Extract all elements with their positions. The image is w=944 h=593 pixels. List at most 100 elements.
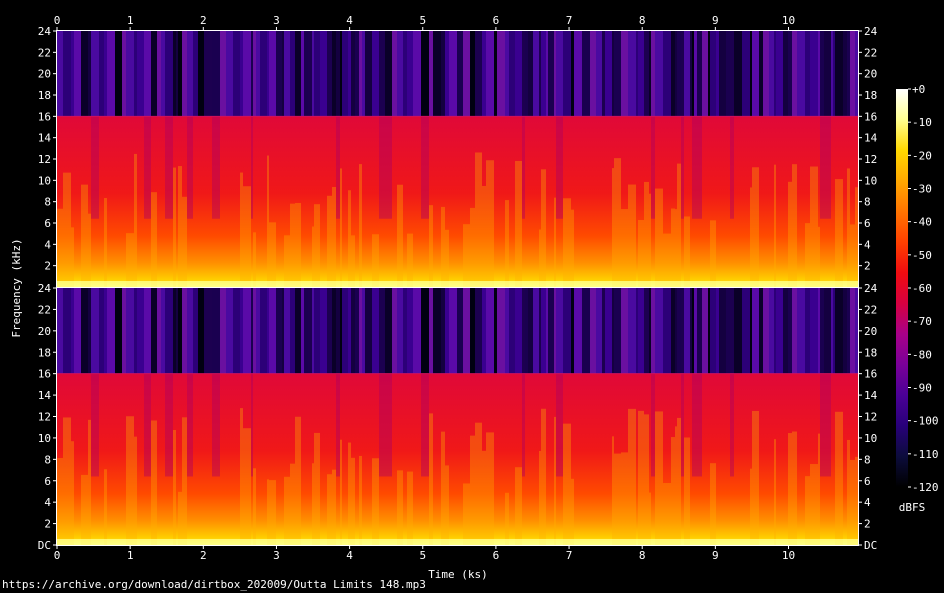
hf-band-strip xyxy=(240,31,243,117)
hf-band-strip xyxy=(482,31,486,117)
y-tick-label: 6 xyxy=(44,475,51,488)
energy-strip xyxy=(359,455,362,545)
y-tick-label-right: DC xyxy=(864,539,877,552)
hf-band-strip xyxy=(362,31,365,117)
hf-band-strip xyxy=(182,31,187,117)
energy-strip xyxy=(327,474,332,545)
hf-band-strip xyxy=(308,31,312,117)
energy-strip xyxy=(774,439,776,545)
hf-band-strip xyxy=(855,288,858,374)
quiet-strip xyxy=(212,116,220,219)
energy-strip xyxy=(675,209,677,287)
energy-strip xyxy=(407,233,413,287)
energy-strip xyxy=(397,184,403,287)
y-tick-label: DC xyxy=(38,539,51,552)
energy-strip xyxy=(810,166,818,287)
energy-strip xyxy=(429,413,433,545)
colorbar-tick-label: -30 xyxy=(912,183,932,196)
hf-band-strip xyxy=(546,31,548,117)
hf-band-strip xyxy=(144,288,151,374)
energy-strip xyxy=(663,233,671,287)
energy-strip xyxy=(847,439,850,545)
energy-strip xyxy=(340,439,342,545)
hf-band-strip xyxy=(267,288,269,374)
hf-band-strip xyxy=(220,288,226,374)
y-tick-label: 16 xyxy=(38,368,51,381)
hf-band-strip xyxy=(774,288,776,374)
hf-band-strip xyxy=(835,288,843,374)
energy-strip xyxy=(81,474,88,545)
hf-band-strip xyxy=(769,31,774,117)
x-tick-label-top: 4 xyxy=(346,14,353,27)
y-tick-label-right: 16 xyxy=(864,110,877,123)
hf-band-strip xyxy=(379,31,385,117)
energy-strip xyxy=(571,478,574,545)
hf-band-strip xyxy=(134,31,137,117)
energy-strip xyxy=(290,463,295,545)
hf-band-strip xyxy=(173,288,176,374)
y-tick-label-right: 14 xyxy=(864,132,878,145)
quiet-strip xyxy=(697,373,702,477)
x-tick-label-top: 7 xyxy=(566,14,573,27)
hf-band-strip xyxy=(497,288,505,374)
hf-band-strip xyxy=(708,31,710,117)
hf-band-strip xyxy=(774,31,776,117)
hf-band-strip xyxy=(533,31,539,117)
hf-band-strip xyxy=(233,288,240,374)
hf-band-strip xyxy=(571,31,574,117)
hf-band-strip xyxy=(407,31,413,117)
hf-band-strip xyxy=(212,31,220,117)
hf-band-strip xyxy=(810,31,818,117)
hf-band-strip xyxy=(824,31,831,117)
energy-strip xyxy=(470,435,475,545)
hf-band-strip xyxy=(137,288,144,374)
y-tick-label: 22 xyxy=(38,46,51,59)
energy-band xyxy=(57,373,858,545)
hf-band-strip xyxy=(636,288,638,374)
energy-strip xyxy=(441,206,445,287)
hf-band-strip xyxy=(726,288,730,374)
hf-band-strip xyxy=(304,288,308,374)
hf-band-strip xyxy=(104,31,107,117)
energy-strip xyxy=(655,411,663,545)
y-tick-label: 2 xyxy=(44,260,51,273)
hf-band-strip xyxy=(651,31,655,117)
y-tick-label-right: 4 xyxy=(864,238,871,251)
energy-strip xyxy=(312,463,314,545)
energy-strip xyxy=(332,186,336,287)
energy-strip xyxy=(348,442,351,545)
hf-band-strip xyxy=(126,288,134,374)
energy-strip xyxy=(638,219,644,287)
hf-band-strip xyxy=(482,288,486,374)
hf-band-strip xyxy=(835,31,843,117)
energy-strip xyxy=(104,197,107,287)
hf-band-strip xyxy=(63,288,71,374)
hf-band-strip xyxy=(797,31,805,117)
y-tick-label-right: 20 xyxy=(864,325,877,338)
energy-strip xyxy=(463,224,470,287)
energy-strip xyxy=(855,187,858,287)
energy-strip xyxy=(63,172,71,287)
hf-band-strip xyxy=(99,288,104,374)
hf-band-strip xyxy=(332,288,336,374)
hf-band-strip xyxy=(243,31,251,117)
hf-band-strip xyxy=(750,288,752,374)
hf-band-strip xyxy=(742,31,750,117)
hf-band-strip xyxy=(463,288,470,374)
hf-band-strip xyxy=(57,31,63,117)
hf-band-strip xyxy=(151,31,157,117)
colorbar-tick-label: -10 xyxy=(912,116,932,129)
hf-band-strip xyxy=(651,288,655,374)
hf-band-strip xyxy=(57,288,63,374)
hf-band-strip xyxy=(429,31,433,117)
energy-strip xyxy=(441,431,445,545)
hf-band-strip xyxy=(681,288,684,374)
hf-band-strip xyxy=(151,288,157,374)
hf-band-strip xyxy=(342,288,348,374)
hf-band-strip xyxy=(348,288,351,374)
energy-strip xyxy=(710,220,716,287)
hf-band-strip xyxy=(719,288,726,374)
quiet-strip xyxy=(187,373,193,477)
hf-band-strip xyxy=(528,288,533,374)
hf-band-strip xyxy=(694,31,697,117)
